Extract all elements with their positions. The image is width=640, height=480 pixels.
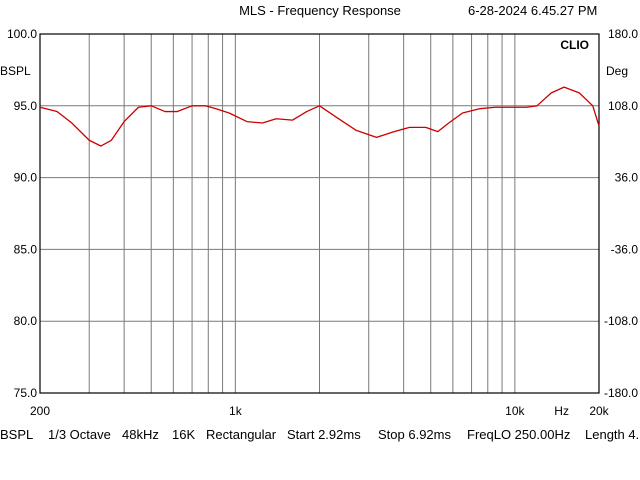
footer-start: Start 2.92ms (287, 427, 361, 442)
x-tick-label: 10k (505, 404, 525, 418)
chart-title: MLS - Frequency Response (239, 3, 401, 18)
frequency-response-line (39, 86, 600, 147)
x-unit-label: Hz (554, 404, 569, 418)
footer-length: Length 4. (585, 427, 640, 442)
timestamp: 6-28-2024 6.45.27 PM (468, 3, 598, 18)
footer-window: Rectangular (206, 427, 277, 442)
y-tick-label: 100.0 (7, 27, 37, 41)
footer-size: 16K (172, 427, 196, 442)
y-tick-label: 85.0 (14, 242, 38, 256)
x-tick-label: 1k (229, 404, 243, 418)
y2-tick-label: 108.0 (608, 99, 638, 113)
x-tick-label: 20k (589, 404, 609, 418)
footer-unit: BSPL (0, 427, 34, 442)
footer-smoothing: 1/3 Octave (48, 427, 111, 442)
footer-stop: Stop 6.92ms (378, 427, 451, 442)
y-tick-label: 75.0 (14, 386, 38, 400)
y-tick-label: 95.0 (14, 99, 38, 113)
y2-tick-label: -108.0 (604, 314, 638, 328)
footer-rate: 48kHz (122, 427, 159, 442)
x-tick-label: 200 (30, 404, 50, 418)
footer-freqlo: FreqLO 250.00Hz (467, 427, 571, 442)
plot-frame (39, 33, 600, 394)
y2-tick-label: 180.0 (608, 27, 638, 41)
y2-tick-label: 36.0 (615, 171, 639, 185)
right-unit-label: Deg (606, 64, 628, 78)
y2-tick-label: -36.0 (611, 242, 639, 256)
y2-tick-label: -180.0 (604, 386, 638, 400)
left-unit-label: BSPL (0, 64, 31, 78)
y-tick-label: 80.0 (14, 314, 38, 328)
brand-label: CLIO (560, 38, 589, 52)
y-tick-label: 90.0 (14, 171, 38, 185)
